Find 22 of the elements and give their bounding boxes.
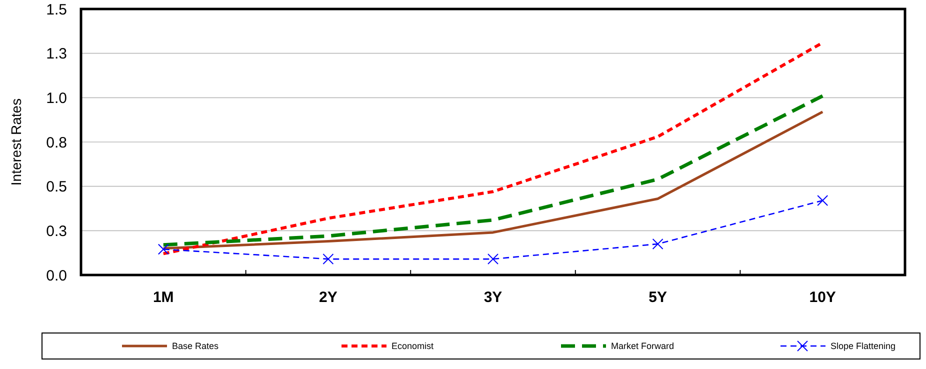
x-tick-label: 10Y [809,289,836,306]
y-tick-label: 0.3 [46,222,67,240]
y-tick-label: 1.5 [46,1,67,18]
legend-label: Slope Flattening [830,341,896,352]
x-tick-label: 2Y [319,289,338,306]
y-tick-label: 0.0 [46,267,67,284]
x-tick-label: 5Y [648,289,667,306]
y-axis-title: Interest Rates [8,98,24,186]
y-tick-label: 0.8 [46,134,67,152]
y-tick-label: 1.3 [46,46,67,63]
point [488,254,498,265]
point [322,254,334,265]
point [817,195,828,206]
x-tick-label: 3Y [484,289,502,306]
y-tick-label: 0.5 [46,178,67,196]
x-tick-label: 1M [152,289,174,306]
y-tick-label: 1.0 [46,90,67,107]
point [158,244,169,255]
point [652,238,664,250]
legend-label: Economist [392,341,434,352]
legend-label: Market Forward [611,341,674,352]
legend-label: Base Rates [172,341,220,352]
